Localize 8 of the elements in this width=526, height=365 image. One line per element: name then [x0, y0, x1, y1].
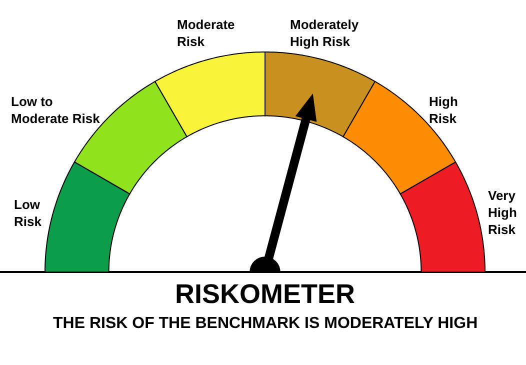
slice-label: Moderate Risk — [177, 17, 235, 49]
text: THE RISK OF THE BENCHMARK IS MODERATELY HIGH — [53, 315, 478, 332]
slice-label: Low Risk — [14, 197, 42, 229]
slice-label: Low to Moderate Risk — [11, 94, 101, 126]
slice-label: Very High Risk — [488, 188, 517, 237]
slice-label: High Risk — [429, 94, 458, 126]
text: RISKOMETER — [175, 279, 356, 309]
slice-label: Moderately High Risk — [290, 17, 360, 49]
